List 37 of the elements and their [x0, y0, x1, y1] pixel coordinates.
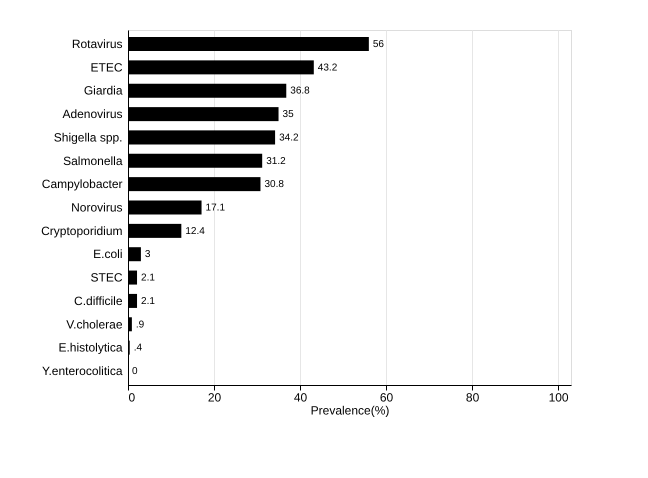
data-label: 3	[144, 249, 151, 260]
y-tick-label: Salmonella	[63, 154, 123, 168]
data-label: 17.1	[206, 202, 226, 214]
y-tick-label: Y.enterocolitica	[42, 364, 123, 378]
y-tick-label: Cryptoporidium	[41, 224, 122, 238]
y-tick-label: ETEC	[90, 60, 123, 74]
data-label: 43.2	[318, 62, 338, 74]
x-tick-label: 20	[208, 390, 222, 404]
data-label: 30.8	[264, 179, 284, 190]
x-axis-title: Prevalence(%)	[310, 404, 390, 418]
data-label: 2.1	[141, 272, 156, 284]
data-label: 36.8	[290, 86, 310, 97]
y-tick-label: STEC	[90, 270, 123, 285]
data-label: 2.1	[141, 296, 156, 307]
x-tick-label: 0	[128, 390, 136, 404]
y-tick-label: Adenovirus	[62, 107, 122, 122]
y-tick-label: C.difficile	[74, 294, 123, 308]
data-label: .4	[134, 342, 142, 354]
data-label: 31.2	[266, 156, 286, 167]
data-label: 34.2	[279, 132, 299, 144]
x-tick-label: 60	[380, 390, 394, 404]
x-tick-label: 80	[466, 390, 480, 404]
data-label: 35	[282, 109, 294, 120]
x-tick-label: 100	[548, 390, 569, 404]
x-tick-label: 40	[294, 390, 308, 404]
y-tick-label: E.coli	[93, 247, 122, 262]
y-tick-label: E.histolytica	[58, 340, 123, 355]
y-tick-label: Campylobacter	[42, 177, 122, 192]
data-label: 12.4	[185, 226, 206, 237]
data-label: 0	[132, 366, 138, 377]
data-label: .9	[136, 319, 145, 330]
y-tick-label: Norovirus	[71, 200, 122, 214]
y-tick-label: Shigella spp.	[54, 130, 122, 144]
y-tick-label: Giardia	[84, 84, 123, 98]
y-tick-label: Rotavirus	[72, 37, 122, 52]
y-tick-label: V.cholerae	[66, 317, 123, 332]
data-label: 56	[372, 39, 384, 50]
